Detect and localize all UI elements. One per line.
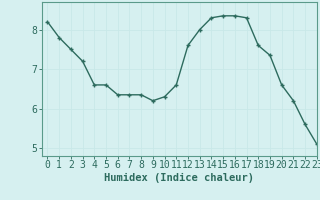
X-axis label: Humidex (Indice chaleur): Humidex (Indice chaleur) bbox=[104, 173, 254, 183]
